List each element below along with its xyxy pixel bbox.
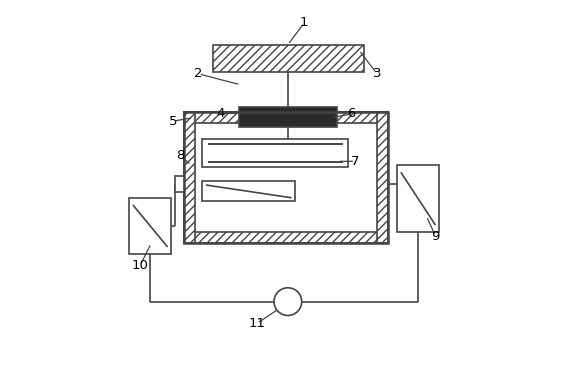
Bar <box>184 112 388 243</box>
Text: 3: 3 <box>373 67 381 80</box>
Bar <box>184 112 388 243</box>
Bar <box>238 107 337 127</box>
Text: 1: 1 <box>300 16 308 29</box>
Text: 5: 5 <box>169 115 177 128</box>
Bar <box>184 112 388 123</box>
Bar <box>377 112 388 243</box>
Bar <box>397 165 439 232</box>
Text: 9: 9 <box>431 229 440 242</box>
Bar <box>202 139 348 167</box>
Text: 10: 10 <box>132 259 149 272</box>
Text: 2: 2 <box>194 67 203 80</box>
Text: 7: 7 <box>351 155 360 168</box>
Bar <box>184 112 195 243</box>
Text: 4: 4 <box>216 107 224 120</box>
Text: 8: 8 <box>176 149 185 162</box>
Bar <box>175 176 184 192</box>
Bar <box>129 198 171 254</box>
Text: 6: 6 <box>347 107 356 120</box>
Text: 11: 11 <box>248 317 265 330</box>
Bar <box>202 181 295 201</box>
Bar <box>184 232 388 243</box>
Bar <box>213 45 364 72</box>
